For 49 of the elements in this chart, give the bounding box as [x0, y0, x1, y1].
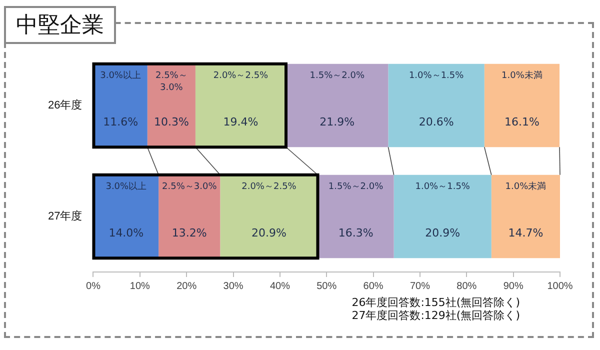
- text: 1.5%～2.0%: [328, 182, 384, 192]
- bar: [394, 174, 492, 258]
- text: 1.0%～1.5%: [415, 182, 470, 192]
- bar: [286, 64, 388, 148]
- series-label: 3.0%以上: [100, 70, 141, 81]
- series-label: 1.5%～2.0%: [310, 70, 365, 81]
- data-label: 11.6%: [103, 116, 138, 128]
- x-tick-label: 0%: [86, 280, 101, 292]
- data-label: 16.3%: [338, 226, 374, 240]
- data-label: 20.6%: [418, 116, 454, 128]
- bar: [388, 64, 484, 148]
- bar: [484, 64, 560, 148]
- data-label: 19.4%: [223, 116, 258, 128]
- x-tick-label: 30%: [223, 280, 244, 292]
- data-label: 14.0%: [108, 226, 144, 240]
- text: 27年度回答数:129社(無回答除く): [352, 309, 520, 322]
- x-tick-label: 20%: [176, 280, 197, 292]
- data-label: 20.9%: [251, 226, 286, 240]
- y-tick-label: 27年度: [48, 210, 82, 223]
- data-label: 21.9%: [320, 116, 355, 128]
- series-label: 2.5%～3.0%: [162, 182, 218, 192]
- x-tick-label: 80%: [456, 280, 477, 292]
- text: 2.0%～2.5%: [242, 182, 296, 192]
- data-label: 20.9%: [425, 226, 460, 240]
- x-tick-label: 70%: [410, 280, 430, 292]
- data-label: 10.3%: [154, 116, 189, 128]
- bar: [195, 64, 286, 148]
- text: 2.5%～3.0%: [155, 70, 188, 93]
- text: 1.0%未満: [505, 182, 546, 192]
- data-label: 13.2%: [172, 226, 207, 240]
- bar: [491, 174, 560, 258]
- bar: [220, 174, 318, 258]
- x-tick-label: 40%: [270, 280, 290, 292]
- x-tick-label: 90%: [503, 280, 524, 292]
- x-tick-label: 100%: [547, 280, 573, 292]
- text: 3.0%以上: [106, 182, 147, 192]
- bar: [158, 174, 220, 258]
- series-label: 1.0%未満: [502, 70, 542, 81]
- text: 26年度回答数:155社(無回答除く): [352, 296, 520, 309]
- data-label: 16.1%: [504, 116, 540, 128]
- x-tick-label: 10%: [130, 280, 150, 292]
- x-tick-label: 50%: [316, 280, 337, 292]
- series-label: 1.0%～1.5%: [408, 70, 464, 81]
- x-tick-label: 60%: [363, 280, 384, 292]
- y-tick-label: 26年度: [48, 98, 82, 112]
- bar: [318, 174, 394, 258]
- series-label: 2.0%～2.5%: [213, 70, 269, 81]
- chart-title: 中堅企業: [4, 6, 116, 44]
- data-label: 14.7%: [508, 226, 544, 240]
